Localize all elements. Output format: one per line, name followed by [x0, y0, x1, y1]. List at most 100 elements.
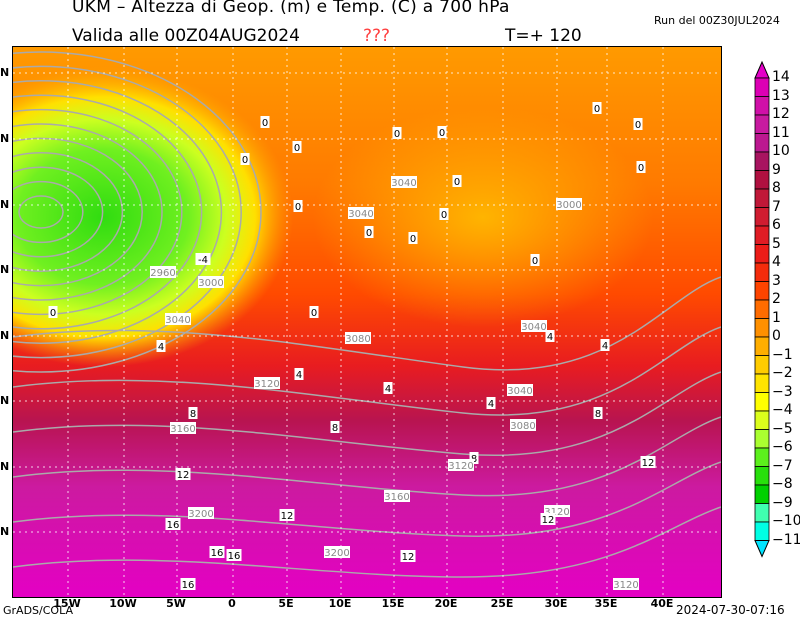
temperature-contour-label: 8	[593, 407, 603, 420]
lat-label: N	[0, 132, 10, 145]
colorbar-segment	[754, 410, 770, 430]
lat-label: N	[0, 66, 10, 79]
lon-label: 30E	[544, 597, 568, 610]
height-contour-label: 3080	[345, 332, 371, 345]
contour-label-text: 0	[532, 256, 538, 267]
colorbar-segment	[754, 336, 770, 356]
contour-label-text: 0	[635, 120, 641, 131]
colorbar-segment	[754, 188, 770, 208]
temperature-contour-label: 0	[633, 118, 643, 131]
temperature-contour-label: 16	[165, 518, 181, 531]
colorbar-label: 6	[772, 217, 781, 233]
isohypse	[13, 51, 262, 373]
colorbar-segment	[754, 77, 770, 97]
colorbar-label: −11	[772, 531, 800, 548]
temperature-contour-label: 0	[240, 153, 250, 166]
height-contour-label: 3080	[510, 419, 536, 432]
contour-label-text: 0	[262, 118, 268, 129]
colorbar-segment	[754, 170, 770, 190]
colorbar-label: −2	[772, 365, 793, 381]
lat-label: N	[0, 329, 10, 342]
colorbar-label: −9	[772, 494, 793, 511]
colorbar-label: 13	[772, 87, 790, 104]
isohypse	[13, 123, 163, 301]
contour-label-text: 3080	[510, 421, 535, 432]
contour-label-text: 3120	[254, 379, 279, 390]
contour-label-text: 3040	[391, 178, 416, 189]
temperature-contour-label: 0	[439, 208, 449, 221]
colorbar-label: −5	[772, 420, 793, 437]
isohypse	[18, 195, 64, 229]
temperature-contour-label: 4	[486, 397, 496, 410]
map-title: UKM – Altezza di Geop. (m) e Temp. (C) a…	[72, 0, 510, 17]
lat-label: N	[0, 525, 10, 538]
height-contour-label: 3040	[391, 176, 417, 189]
height-contour-label: 3040	[521, 320, 547, 333]
temperature-contour-label: 0	[592, 102, 602, 115]
contour-label-text: 16	[228, 551, 241, 562]
colorbar-max-triangle	[754, 60, 770, 79]
height-contour-label: 3040	[348, 207, 374, 220]
run-time: Run del 00Z30JUL2024	[654, 14, 780, 27]
colorbar-segment	[754, 521, 770, 541]
colorbar-label: 2	[772, 291, 781, 307]
contour-label-text: 3120	[544, 507, 569, 518]
colorbar-label: 14	[772, 69, 790, 85]
contour-label-text: 3040	[507, 386, 532, 397]
colorbar-label: −3	[772, 383, 793, 400]
colorbar-label: −7	[772, 457, 793, 474]
contour-label-text: 12	[281, 511, 294, 522]
contour-label-text: 0	[454, 177, 460, 188]
isohypse	[13, 108, 183, 316]
temperature-contour-label: 8	[188, 407, 198, 420]
colorbar-segment	[754, 96, 770, 116]
colorbar-segment	[754, 373, 770, 393]
temperature-contour-label: 16	[180, 578, 196, 591]
colorbar-label: 12	[772, 106, 790, 122]
isohypse	[13, 506, 721, 578]
temperature-contour-label: 4	[156, 340, 166, 353]
contour-label-text: 3040	[521, 322, 546, 333]
temperature-contour-label: 0	[392, 127, 402, 140]
valid-time: Valida alle 00Z04AUG2024	[72, 26, 300, 46]
height-contour-label: 3040	[165, 313, 191, 326]
height-contour-label: 3200	[324, 546, 350, 559]
temperature-contour-label: 12	[540, 513, 556, 526]
contour-label-text: 0	[50, 308, 56, 319]
temperature-contour-label: 0	[292, 141, 302, 154]
height-contour-label: 3040	[507, 384, 533, 397]
isohypse	[13, 152, 124, 272]
contour-label-text: 8	[595, 409, 601, 420]
colorbar-segment	[754, 503, 770, 523]
colorbar-label: −8	[772, 476, 793, 492]
temperature-contour-label: 12	[400, 550, 416, 563]
contour-label-text: 0	[441, 210, 447, 221]
contour-label-text: 3000	[556, 200, 581, 211]
contour-label-text: 0	[410, 234, 416, 245]
forecast-step: T=+ 120	[505, 26, 582, 46]
colorbar-segment	[754, 299, 770, 319]
isohypse	[13, 371, 721, 456]
lon-label: 25E	[490, 597, 514, 610]
colorbar-segment	[754, 281, 770, 301]
colorbar-segment	[754, 151, 770, 171]
temperature-contour-label: 12	[279, 509, 295, 522]
temperature-contour-label: 12	[175, 468, 191, 481]
contour-label-text: 3160	[170, 424, 195, 435]
height-contour-label: 3200	[188, 507, 214, 520]
temperature-contour-label: 0	[260, 116, 270, 129]
contour-label-text: 4	[296, 370, 302, 381]
colorbar	[754, 60, 770, 558]
colorbar-label: 4	[772, 254, 781, 270]
contour-label-text: 4	[488, 399, 494, 410]
contour-label-text: 3000	[198, 278, 223, 289]
isohypse	[13, 65, 242, 359]
lon-label: 10E	[328, 597, 352, 610]
contour-label-text: 4	[385, 384, 391, 395]
height-contour-label: 2960	[150, 266, 176, 279]
height-contour-label: 3000	[556, 198, 582, 211]
colorbar-label: 5	[772, 235, 781, 252]
contour-label-text: 4	[602, 341, 608, 352]
contour-label-text: 3040	[348, 209, 373, 220]
colorbar-segment	[754, 133, 770, 153]
